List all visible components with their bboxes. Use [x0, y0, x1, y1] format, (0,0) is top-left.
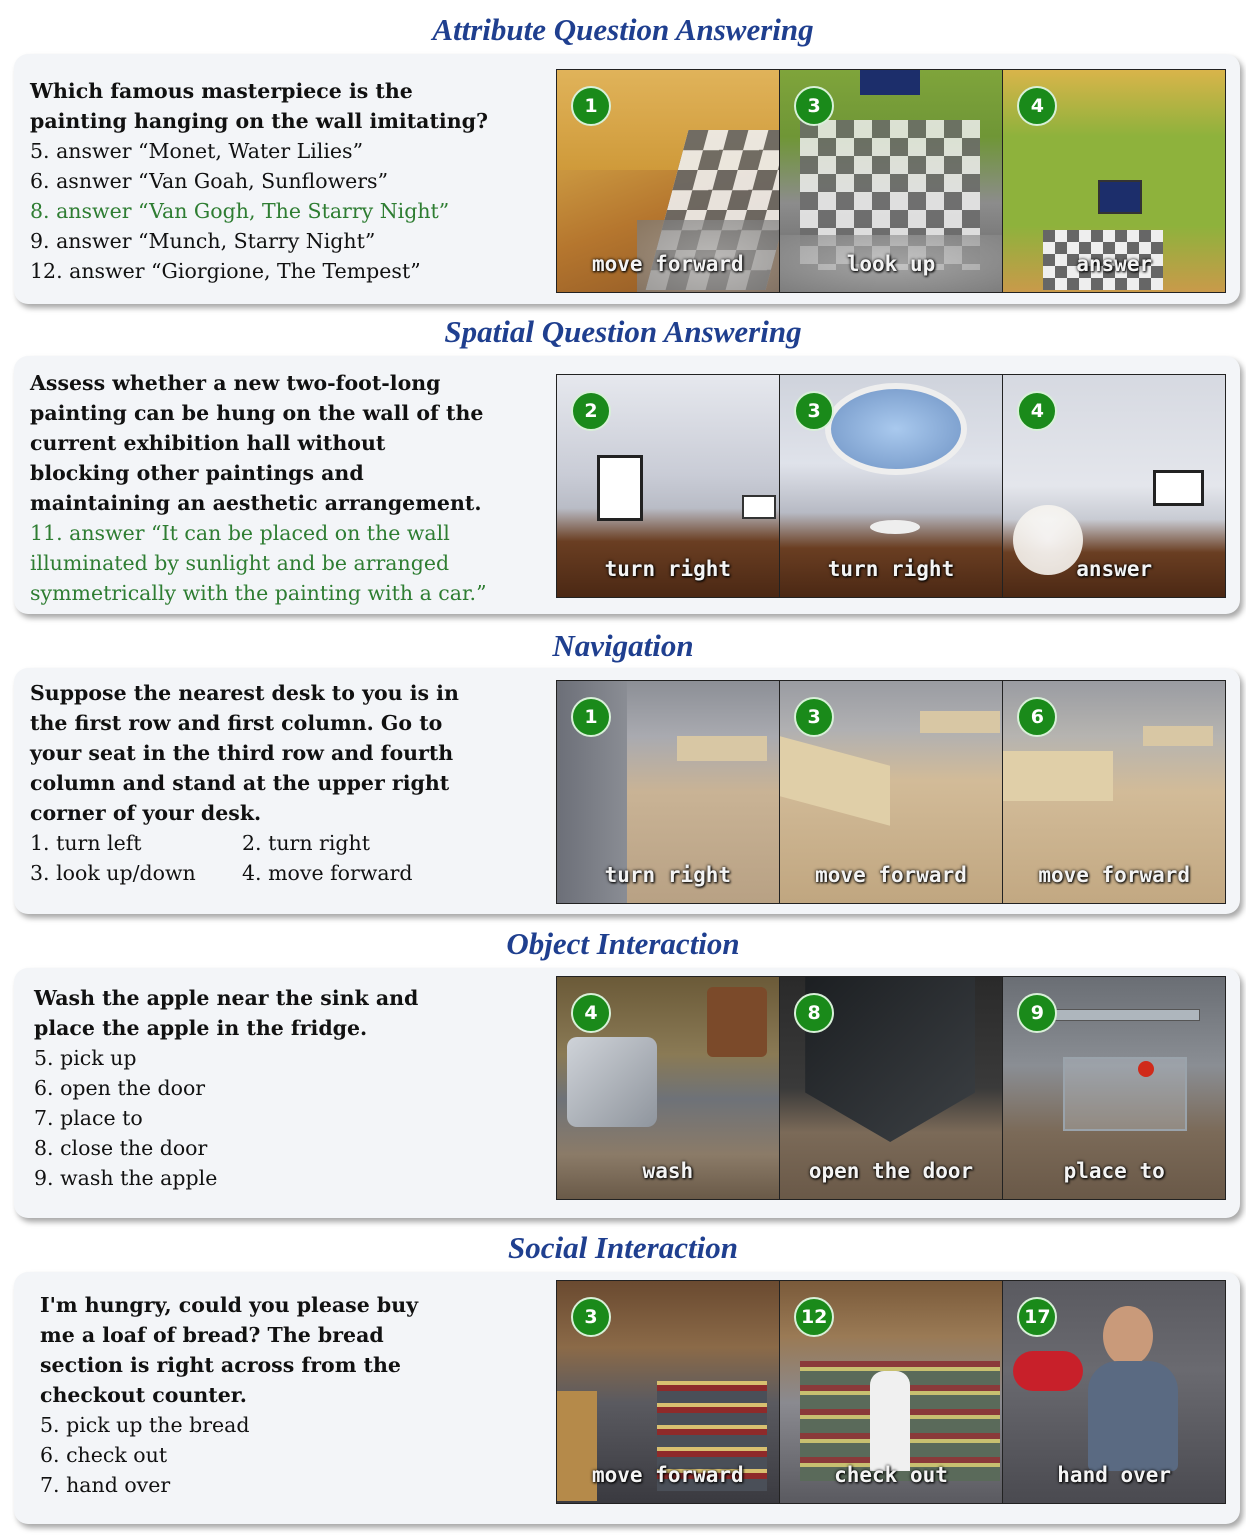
scene-frame: 3 move forward: [557, 1281, 779, 1503]
option-item: 6. open the door: [34, 1076, 206, 1100]
option-item: 9. answer “Munch, Starry Night”: [30, 229, 376, 253]
action-label: open the door: [808, 1159, 974, 1183]
frame-strip: 4 wash 8 open the door 9 place to: [556, 976, 1226, 1200]
scene-frame: 1 move forward: [557, 70, 779, 292]
option-item: 2. turn right: [242, 831, 370, 855]
action-label: move forward: [1038, 863, 1191, 887]
step-badge: 3: [571, 1297, 611, 1337]
step-badge: 1: [571, 86, 611, 126]
task-prompt: Suppose the nearest desk to you is in th…: [30, 681, 459, 825]
frame-strip: 1 move forward 3 look up 4 answer: [556, 69, 1226, 293]
action-label: check out: [834, 1463, 948, 1487]
action-label: look up: [846, 252, 936, 276]
option-item: 5. pick up: [34, 1046, 137, 1070]
frame-strip: 1 turn right 3 move forward 6 move forwa…: [556, 680, 1226, 904]
action-label: move forward: [815, 863, 967, 887]
section-title-spatial-qa: Spatial Question Answering: [444, 314, 802, 349]
scene-frame: 17 hand over: [1003, 1281, 1226, 1503]
section-title-navigation: Navigation: [552, 628, 694, 663]
task-prompt: Assess whether a new two-foot-long paint…: [30, 371, 484, 515]
frame-strip: 2 turn right 3 turn right 4 answer: [556, 374, 1226, 598]
step-badge: 3: [794, 86, 835, 126]
section-title-object-interaction: Object Interaction: [506, 926, 740, 961]
action-label: turn right: [827, 557, 955, 581]
action-label: answer: [1076, 252, 1153, 276]
step-badge: 4: [571, 993, 611, 1033]
object-interaction-card: Wash the apple near the sink and place t…: [14, 968, 1240, 1218]
scene-frame: 3 move forward: [780, 681, 1002, 903]
step-badge: 6: [1017, 697, 1058, 737]
option-item: 6. asnwer “Van Goah, Sunflowers”: [30, 169, 389, 193]
scene-frame: 4 wash: [557, 977, 779, 1199]
option-item-correct: 8. answer “Van Gogh, The Starry Night”: [30, 199, 450, 223]
scene-frame: 1 turn right: [557, 681, 779, 903]
step-badge: 1: [571, 697, 611, 737]
action-label: place to: [1063, 1159, 1165, 1183]
option-item: 1. turn left: [30, 831, 142, 855]
spatial-qa-card: Assess whether a new two-foot-long paint…: [14, 356, 1240, 614]
attribute-qa-card: Which famous masterpiece is the painting…: [14, 54, 1240, 304]
action-label: turn right: [604, 863, 732, 887]
step-badge: 12: [794, 1297, 835, 1337]
action-label: wash: [642, 1159, 694, 1183]
scene-frame: 4 answer: [1003, 70, 1226, 292]
action-label: move forward: [591, 1463, 744, 1487]
task-text: I'm hungry, could you please buy me a lo…: [40, 1290, 560, 1500]
task-prompt: Which famous masterpiece is the painting…: [30, 79, 488, 133]
task-text: Assess whether a new two-foot-long paint…: [30, 368, 550, 608]
task-prompt: Wash the apple near the sink and place t…: [34, 986, 419, 1040]
option-item: 3. look up/down: [30, 861, 196, 885]
task-text: Which famous masterpiece is the painting…: [30, 76, 550, 286]
frame-strip: 3 move forward 12 check out 17 hand over: [556, 1280, 1226, 1504]
option-item: 5. pick up the bread: [40, 1413, 250, 1437]
step-badge: 8: [794, 993, 835, 1033]
task-text: Suppose the nearest desk to you is in th…: [30, 678, 550, 888]
answer-correct: 11. answer “It can be placed on the wall…: [30, 521, 487, 605]
option-item: 7. place to: [34, 1106, 143, 1130]
scene-frame: 12 check out: [780, 1281, 1002, 1503]
step-badge: 4: [1017, 391, 1058, 431]
social-interaction-card: I'm hungry, could you please buy me a lo…: [14, 1272, 1240, 1524]
action-label: turn right: [604, 557, 732, 581]
step-badge: 2: [571, 391, 611, 431]
option-item: 9. wash the apple: [34, 1166, 218, 1190]
option-item: 6. check out: [40, 1443, 168, 1467]
step-badge: 3: [794, 697, 835, 737]
step-badge: 17: [1017, 1297, 1058, 1337]
options-grid: 1. turn left 2. turn right 3. look up/do…: [30, 828, 550, 888]
scene-frame: 9 place to: [1003, 977, 1226, 1199]
scene-frame: 4 answer: [1003, 375, 1226, 597]
option-item: 4. move forward: [242, 861, 413, 885]
option-item: 12. answer “Giorgione, The Tempest”: [30, 259, 421, 283]
scene-frame: 2 turn right: [557, 375, 779, 597]
action-label: hand over: [1057, 1463, 1172, 1487]
step-badge: 9: [1017, 993, 1058, 1033]
task-text: Wash the apple near the sink and place t…: [34, 983, 554, 1193]
task-prompt: I'm hungry, could you please buy me a lo…: [40, 1293, 419, 1407]
option-item: 7. hand over: [40, 1473, 171, 1497]
step-badge: 3: [794, 391, 835, 431]
action-label: move forward: [591, 252, 744, 276]
scene-frame: 8 open the door: [780, 977, 1002, 1199]
option-item: 5. answer “Monet, Water Lilies”: [30, 139, 364, 163]
action-label: answer: [1076, 557, 1153, 581]
option-item: 8. close the door: [34, 1136, 208, 1160]
section-title-social-interaction: Social Interaction: [508, 1230, 738, 1265]
navigation-card: Suppose the nearest desk to you is in th…: [14, 668, 1240, 914]
step-badge: 4: [1017, 86, 1058, 126]
scene-frame: 3 look up: [780, 70, 1002, 292]
scene-frame: 6 move forward: [1003, 681, 1226, 903]
section-title-attribute-qa: Attribute Question Answering: [432, 12, 814, 47]
scene-frame: 3 turn right: [780, 375, 1002, 597]
